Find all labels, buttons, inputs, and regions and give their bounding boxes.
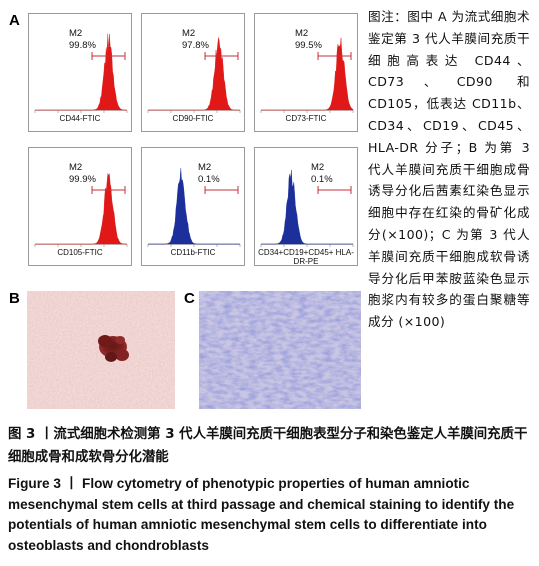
flow-histogram-panel: M2 99.9% CD105-FTIC <box>28 147 132 266</box>
figure-legend-cn: 图注：图中 A 为流式细胞术鉴定第 3 代人羊膜间充质干细胞高表达 CD44、C… <box>368 9 530 330</box>
panel-letter-c: C <box>184 290 195 307</box>
histogram-peak <box>261 169 353 245</box>
flow-histogram-panel: M2 99.8% CD44-FTIC <box>28 13 132 132</box>
marker-label: CD105-FTIC <box>57 248 103 257</box>
micrograph-c-toluidine-blue <box>199 291 361 409</box>
gate-label: M2 <box>69 162 83 173</box>
histogram-peak <box>35 33 127 111</box>
gate-percent: 99.8% <box>69 40 96 51</box>
flow-histogram-panel: M2 97.8% CD90-FTIC <box>141 13 245 132</box>
histogram-plot <box>147 37 241 113</box>
flow-histogram-panel: M2 99.5% CD73-FTIC <box>254 13 358 132</box>
marker-label: CD44-FTIC <box>59 114 101 123</box>
gate-percent: 0.1% <box>311 174 333 185</box>
gate-label: M2 <box>182 28 196 39</box>
flow-histogram-panel: M2 0.1% CD34+CD19+CD45+ HLA-DR-PE <box>254 147 358 266</box>
marker-label: CD90-FTIC <box>172 114 214 123</box>
gate-percent: 97.8% <box>182 40 209 51</box>
marker-label: CD73-FTIC <box>285 114 327 123</box>
histogram-plot <box>34 33 128 113</box>
histogram-peak <box>261 37 354 111</box>
histogram-plot <box>260 37 354 113</box>
histogram-peak <box>148 168 240 245</box>
gate-label: M2 <box>311 162 325 173</box>
panel-letter-b: B <box>9 290 20 307</box>
marker-label: CD34+CD19+CD45+ HLA-DR-PE <box>258 248 354 266</box>
figure-caption-cn: 图 3 丨流式细胞术检测第 3 代人羊膜间充质干细胞表型分子和染色鉴定人羊膜间充… <box>8 427 528 465</box>
gate-label: M2 <box>198 162 212 173</box>
histogram-plot <box>147 168 241 247</box>
figure-caption-en: Figure 3 丨 Flow cytometry of phenotypic … <box>8 476 515 553</box>
micrograph-b-alizarin-red <box>27 291 175 409</box>
gate-label: M2 <box>69 28 83 39</box>
gate-percent: 99.9% <box>69 174 96 185</box>
mineralized-nodule <box>98 335 129 362</box>
marker-label: CD11b-FTIC <box>170 248 216 257</box>
panel-letter-a: A <box>9 12 20 29</box>
histogram-plot <box>260 169 354 247</box>
gate-percent: 99.5% <box>295 40 322 51</box>
flow-histogram-panel: M2 0.1% CD11b-FTIC <box>141 147 245 266</box>
histogram-peak <box>35 173 127 245</box>
histogram-plot <box>34 173 128 247</box>
gate-label: M2 <box>295 28 309 39</box>
gate-percent: 0.1% <box>198 174 220 185</box>
